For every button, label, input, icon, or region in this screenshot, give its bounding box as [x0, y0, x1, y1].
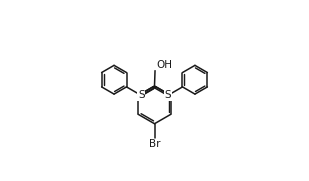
Text: S: S: [138, 90, 145, 100]
Text: OH: OH: [156, 60, 172, 70]
Text: Br: Br: [149, 139, 160, 149]
Text: S: S: [164, 90, 171, 100]
